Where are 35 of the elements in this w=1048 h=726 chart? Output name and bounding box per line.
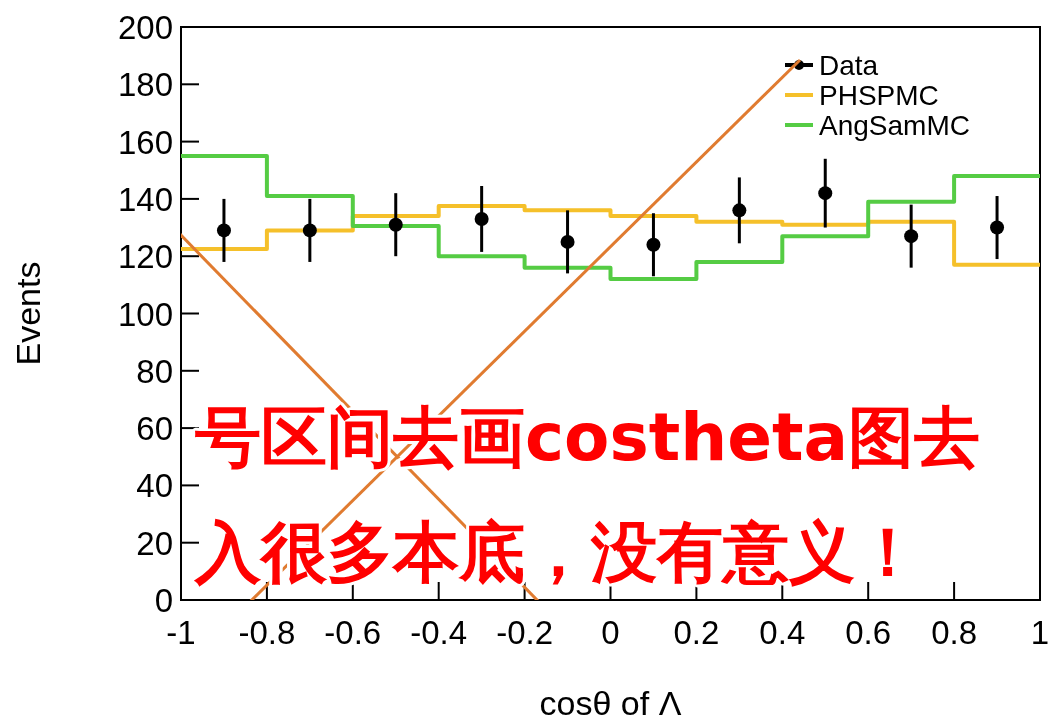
y-tick-label: 80 <box>136 352 173 390</box>
x-tick-label: 1 <box>1030 614 1048 651</box>
x-axis-title: cosθ of Λ <box>539 684 682 722</box>
x-tick-label: -0.2 <box>496 614 554 651</box>
legend-label: AngSamMC <box>819 110 970 141</box>
y-tick-label: 180 <box>117 66 173 104</box>
point <box>818 186 833 201</box>
x-tick-label: 0 <box>601 614 620 651</box>
y-tick-label: 40 <box>136 467 173 505</box>
x-tick-label: 0.2 <box>673 614 720 651</box>
x-tick-label: 0.4 <box>759 614 806 651</box>
point <box>216 223 231 238</box>
x-tick-label: 0.8 <box>931 614 978 651</box>
point <box>560 234 575 249</box>
x-tick-label: -0.8 <box>238 614 296 651</box>
x-tick-label: -0.4 <box>410 614 468 651</box>
point <box>388 217 403 232</box>
y-tick-label: 120 <box>117 238 173 276</box>
point <box>302 223 317 238</box>
y-axis-title: Events <box>9 261 47 366</box>
y-tick-label: 160 <box>117 123 173 161</box>
y-tick-label: 20 <box>136 524 173 562</box>
x-tick-label: -0.6 <box>324 614 382 651</box>
legend-label: Data <box>819 50 879 81</box>
point <box>732 203 747 218</box>
y-tick-label: 60 <box>136 410 173 448</box>
point <box>646 237 661 252</box>
x-tick-label: 0.6 <box>845 614 892 651</box>
y-tick-label: 140 <box>117 180 173 218</box>
point <box>990 220 1005 235</box>
point <box>904 229 919 244</box>
point <box>474 211 489 226</box>
y-tick-label: 200 <box>117 9 173 46</box>
legend-label: PHSPMC <box>819 80 939 111</box>
y-tick-label: 100 <box>117 295 173 333</box>
